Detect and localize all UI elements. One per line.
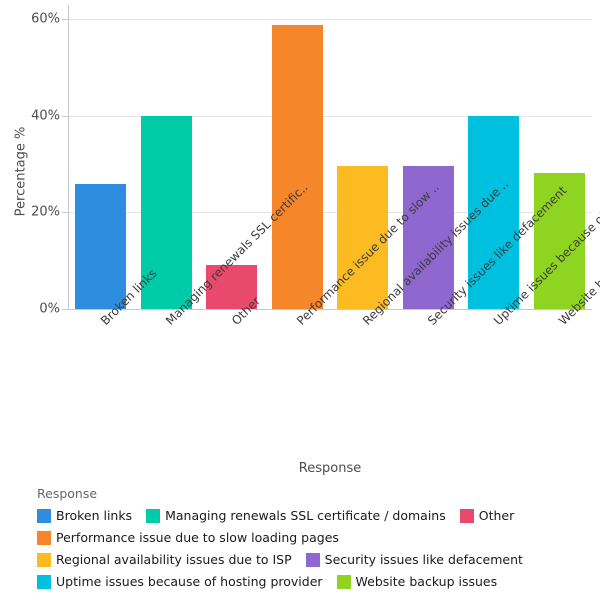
- legend-item[interactable]: Regional availability issues due to ISP: [37, 552, 292, 567]
- legend-item[interactable]: Broken links: [37, 508, 132, 523]
- y-tick-mark: [62, 212, 68, 214]
- bar[interactable]: [337, 165, 389, 309]
- legend-swatch-icon: [305, 552, 320, 567]
- bar[interactable]: [468, 116, 520, 309]
- legend-label: Broken links: [56, 508, 133, 523]
- y-axis-ticks: 0% 20% 40% 60%: [0, 0, 68, 600]
- legend-label: Security issues like defacement: [324, 552, 523, 567]
- bar[interactable]: [206, 264, 258, 309]
- legend-swatch-icon: [37, 508, 51, 523]
- bar[interactable]: [140, 116, 192, 309]
- legend-swatch-icon: [37, 574, 51, 589]
- legend-item[interactable]: Security issues like defacement: [305, 552, 523, 567]
- legend-title: Response: [37, 486, 98, 501]
- legend-item[interactable]: Performance issue due to slow loading pa…: [37, 530, 339, 545]
- gridline: [68, 212, 592, 214]
- bars-layer: [68, 19, 592, 309]
- legend-swatch-icon: [37, 530, 51, 545]
- legend: Response Broken links Managing renewals S…: [37, 486, 593, 596]
- y-axis-line: [68, 5, 69, 309]
- y-tick-mark: [62, 115, 68, 117]
- legend-swatch-icon: [37, 552, 51, 567]
- y-tick-label: 20%: [31, 204, 60, 220]
- y-tick-label: 60%: [31, 11, 60, 27]
- legend-label: Website backup issues: [355, 574, 498, 589]
- gridline: [68, 115, 592, 117]
- x-axis-title: Response: [298, 461, 362, 476]
- legend-label: Managing renewals SSL certificate / doma…: [165, 508, 446, 523]
- legend-items: Broken links Managing renewals SSL certif…: [37, 508, 593, 596]
- legend-swatch-icon: [146, 508, 161, 523]
- y-tick-mark: [62, 19, 68, 20]
- legend-item[interactable]: Website backup issues: [336, 574, 498, 589]
- legend-label: Uptime issues because of hosting provide…: [56, 574, 323, 589]
- y-tick-label: 40%: [31, 108, 60, 124]
- bar[interactable]: [533, 172, 585, 309]
- legend-swatch-icon: [336, 574, 351, 589]
- bar[interactable]: [75, 184, 127, 309]
- legend-label: Performance issue due to slow loading pa…: [56, 530, 339, 545]
- legend-item[interactable]: Other: [459, 508, 515, 523]
- gridline: [68, 19, 592, 20]
- legend-item[interactable]: Managing renewals SSL certificate / doma…: [146, 508, 446, 523]
- legend-label: Other: [478, 508, 515, 523]
- bar[interactable]: [271, 24, 323, 309]
- bar[interactable]: [402, 165, 454, 309]
- legend-item[interactable]: Uptime issues because of hosting provide…: [37, 574, 323, 589]
- legend-label: Regional availability issues due to ISP: [56, 552, 292, 567]
- plot-area: [68, 19, 592, 309]
- x-axis-line: [68, 309, 592, 310]
- legend-swatch-icon: [459, 508, 474, 523]
- y-tick-label: 0%: [39, 301, 60, 317]
- y-tick-mark: [62, 309, 68, 310]
